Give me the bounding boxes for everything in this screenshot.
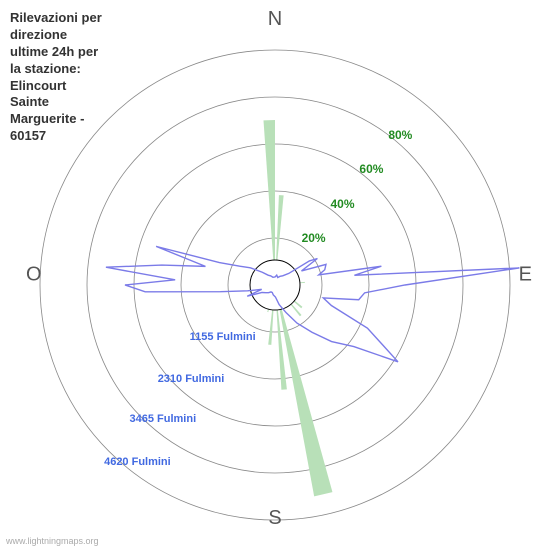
title-line: Sainte — [10, 94, 102, 111]
title-line: 60157 — [10, 128, 102, 145]
fulmini-label: 2310 Fulmini — [158, 373, 225, 385]
title-line: direzione — [10, 27, 102, 44]
pct-label: 20% — [302, 231, 326, 245]
cardinal-n: N — [268, 8, 282, 31]
title-line: ultime 24h per — [10, 44, 102, 61]
fulmini-label: 3465 Fulmini — [130, 413, 197, 425]
fulmini-label: 1155 Fulmini — [190, 331, 256, 343]
cardinal-e: E — [519, 264, 532, 287]
chart-title: Rilevazioni perdirezioneultime 24h perla… — [10, 10, 102, 145]
title-line: Rilevazioni per — [10, 10, 102, 27]
pct-label: 60% — [359, 162, 383, 176]
cardinal-o: O — [26, 264, 42, 287]
pct-label: 40% — [330, 197, 354, 211]
cardinal-s: S — [268, 507, 281, 530]
pct-label: 80% — [388, 128, 412, 142]
polar-chart-container: Rilevazioni perdirezioneultime 24h perla… — [0, 0, 550, 550]
title-line: la stazione: — [10, 61, 102, 78]
fulmini-label: 4620 Fulmini — [104, 456, 171, 468]
title-line: Marguerite - — [10, 111, 102, 128]
footer-link: www.lightningmaps.org — [6, 536, 99, 546]
title-line: Elincourt — [10, 78, 102, 95]
